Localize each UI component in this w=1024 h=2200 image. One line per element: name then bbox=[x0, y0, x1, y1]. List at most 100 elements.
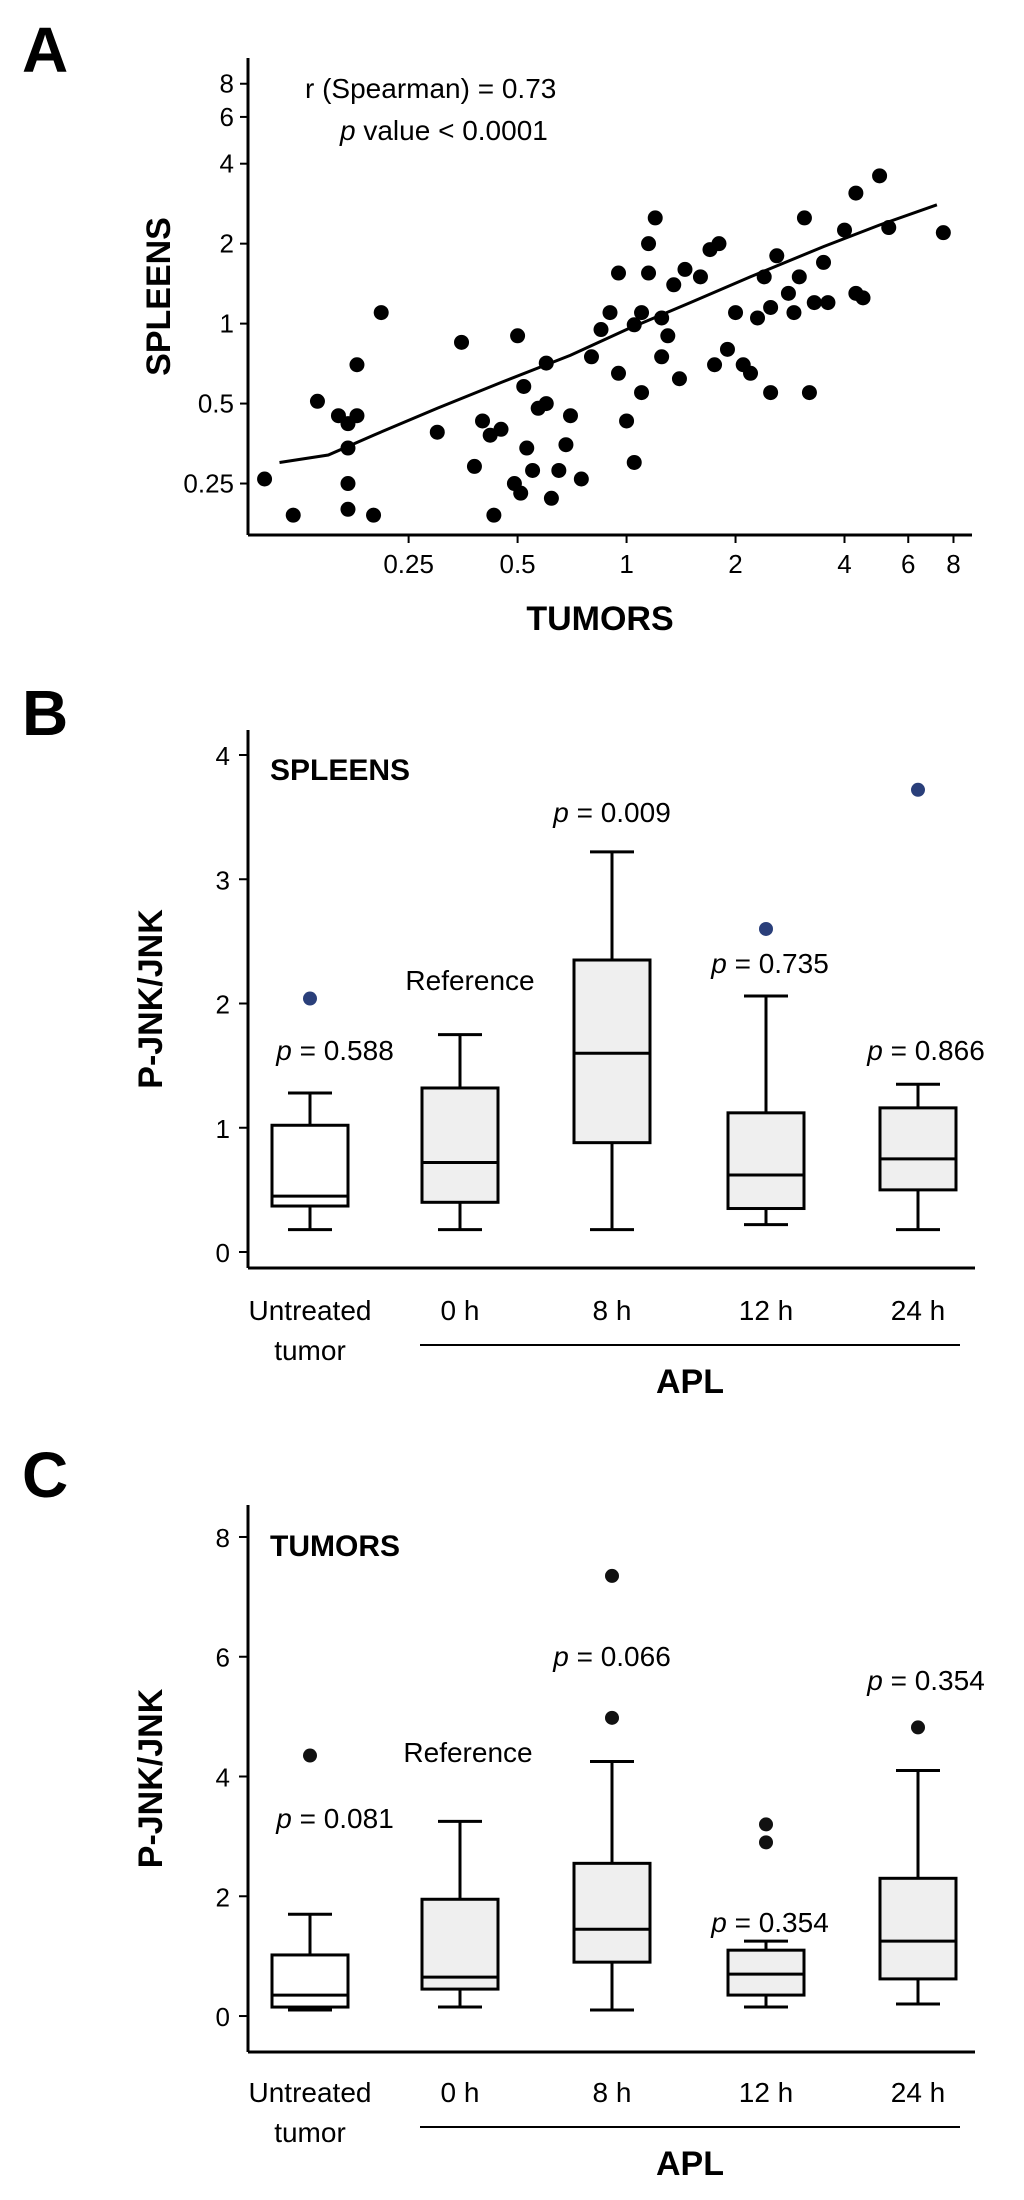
outlier-point bbox=[303, 991, 317, 1006]
group-label-apl: APL bbox=[656, 1363, 724, 1401]
scatter-point bbox=[519, 440, 535, 456]
x-tick-label: 4 bbox=[837, 549, 851, 579]
p-symbol: p bbox=[275, 1035, 292, 1066]
p-symbol: p bbox=[275, 1803, 292, 1834]
p-value-label: p = 0.354 bbox=[866, 1665, 985, 1696]
p-value-label: p = 0.735 bbox=[710, 948, 829, 979]
scatter-point bbox=[558, 437, 574, 453]
scatter-point bbox=[340, 476, 356, 492]
scatter-point bbox=[619, 413, 635, 429]
y-tick-label: 0 bbox=[216, 2002, 230, 2032]
scatter-point bbox=[454, 334, 470, 350]
scatter-point bbox=[763, 299, 779, 315]
p-symbol: p bbox=[552, 1641, 569, 1672]
scatter-point bbox=[791, 269, 807, 285]
inset-title: TUMORS bbox=[270, 1530, 400, 1563]
scatter-point bbox=[647, 210, 663, 226]
y-tick-label: 3 bbox=[216, 865, 230, 895]
scatter-point bbox=[285, 507, 301, 523]
scatter-point bbox=[806, 295, 822, 311]
scatter-point bbox=[881, 220, 897, 236]
box-iqr bbox=[878, 1106, 958, 1192]
category-label: 12 h bbox=[739, 2077, 794, 2108]
scatter-point bbox=[573, 471, 589, 487]
scatter-point bbox=[743, 365, 759, 381]
scatter-point bbox=[513, 485, 529, 501]
y-tick-label: 1 bbox=[216, 1114, 230, 1144]
scatter-point bbox=[366, 507, 382, 523]
box-iqr bbox=[878, 1876, 958, 1981]
scatter-point bbox=[626, 317, 642, 333]
scatter-point bbox=[763, 385, 779, 401]
scatter-point bbox=[786, 305, 802, 321]
p-value-text: = 0.354 bbox=[883, 1665, 985, 1696]
outlier-point bbox=[759, 1817, 773, 1832]
box-iqr bbox=[420, 1897, 500, 1991]
p-symbol: p bbox=[339, 115, 356, 146]
scatter-point bbox=[935, 225, 951, 241]
category-label: 24 h bbox=[891, 2077, 946, 2108]
x-tick-label: 0.5 bbox=[500, 549, 536, 579]
scatter-point bbox=[641, 265, 657, 281]
outlier-point bbox=[911, 782, 925, 797]
p-value-text: = 0.081 bbox=[292, 1803, 394, 1834]
scatter-point bbox=[493, 421, 509, 437]
p-symbol: p bbox=[866, 1035, 883, 1066]
category-label-line2: tumor bbox=[274, 2117, 346, 2148]
scatter-point bbox=[349, 357, 365, 373]
y-tick-label: 6 bbox=[220, 102, 234, 132]
scatter-point bbox=[562, 408, 578, 424]
category-label: Untreated bbox=[249, 1295, 372, 1326]
scatter-point bbox=[611, 265, 627, 281]
box-iqr bbox=[420, 1086, 500, 1204]
scatter-point bbox=[611, 365, 627, 381]
scatter-point bbox=[551, 462, 567, 478]
scatter-point bbox=[820, 295, 836, 311]
scatter-point bbox=[626, 454, 642, 470]
scatter-point bbox=[660, 328, 676, 344]
p-value-label: p = 0.009 bbox=[552, 797, 671, 828]
p-symbol: p bbox=[710, 948, 727, 979]
y-tick-label: 2 bbox=[216, 990, 230, 1020]
p-value-text: = 0.588 bbox=[292, 1035, 394, 1066]
scatter-point bbox=[602, 305, 618, 321]
scatter-point bbox=[848, 185, 864, 201]
category-label: 8 h bbox=[593, 1295, 632, 1326]
outlier-point bbox=[759, 1835, 773, 1850]
scatter-point bbox=[780, 285, 796, 301]
p-value-text: value < 0.0001 bbox=[356, 115, 548, 146]
y-tick-label: 0.5 bbox=[198, 389, 234, 419]
p-value-text: = 0.866 bbox=[883, 1035, 985, 1066]
trend-line bbox=[279, 203, 938, 464]
scatter-point bbox=[340, 440, 356, 456]
outlier-point bbox=[911, 1720, 925, 1735]
reference-label: Reference bbox=[403, 1737, 532, 1768]
scatter-point bbox=[466, 458, 482, 474]
y-tick-label: 2 bbox=[216, 1882, 230, 1912]
box-chart-c: 0 2 4 6 8 P-JNK/JNK TUMORS Untreated tumor p = 0.… bbox=[132, 1505, 985, 2183]
p-symbol: p bbox=[710, 1907, 727, 1938]
category-label: 0 h bbox=[441, 1295, 480, 1326]
box-iqr bbox=[726, 1111, 806, 1211]
scatter-point bbox=[750, 310, 766, 326]
scatter-point bbox=[373, 305, 389, 321]
x-tick-label: 2 bbox=[728, 549, 742, 579]
category-label: 24 h bbox=[891, 1295, 946, 1326]
scatter-point bbox=[486, 507, 502, 523]
scatter-point bbox=[796, 210, 812, 226]
scatter-point bbox=[641, 236, 657, 252]
reference-label: Reference bbox=[405, 965, 534, 996]
y-axis-title: P-JNK/JNK bbox=[132, 1688, 170, 1868]
p-value-label: p = 0.866 bbox=[866, 1035, 985, 1066]
y-tick-label: 4 bbox=[216, 741, 230, 771]
scatter-point bbox=[340, 501, 356, 517]
scatter-point bbox=[525, 462, 541, 478]
y-axis-title: P-JNK/JNK bbox=[132, 909, 170, 1089]
p-value-text: = 0.735 bbox=[727, 948, 829, 979]
scatter-point bbox=[837, 222, 853, 238]
box-iqr bbox=[270, 1953, 350, 2009]
p-value-label: p = 0.081 bbox=[275, 1803, 394, 1834]
category-label: 12 h bbox=[739, 1295, 794, 1326]
outlier-point bbox=[759, 921, 773, 936]
